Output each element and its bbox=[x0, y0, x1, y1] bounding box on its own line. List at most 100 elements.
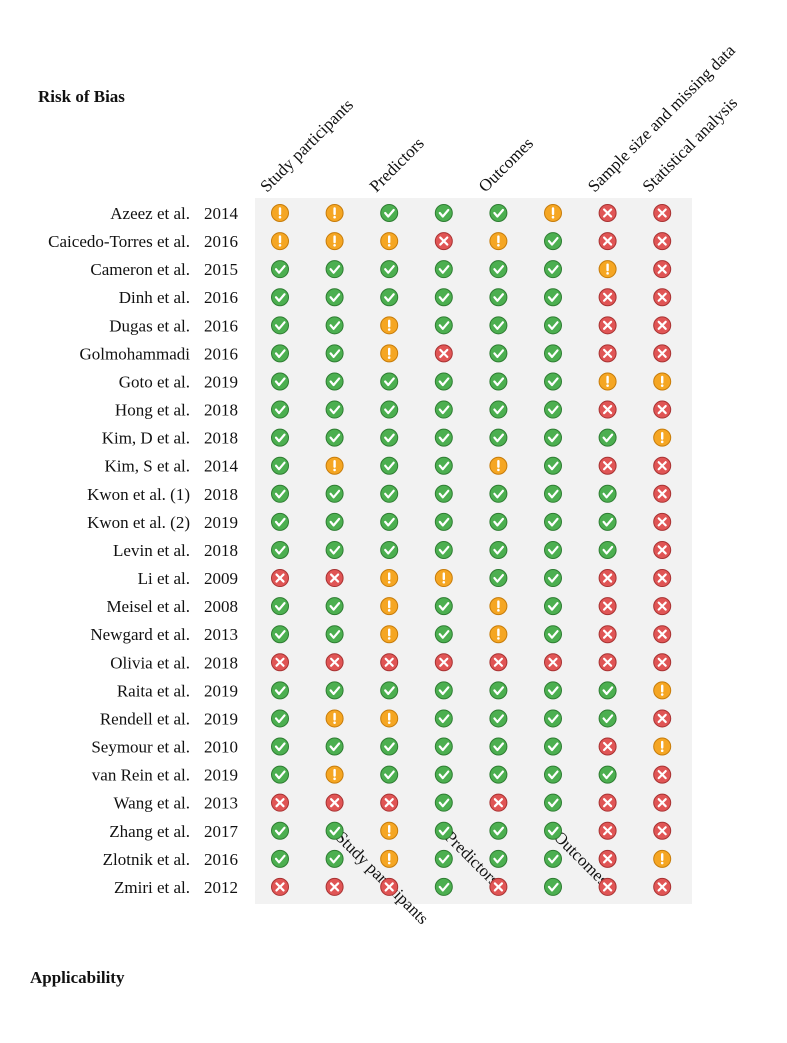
icon-circle bbox=[434, 260, 453, 279]
icon-check bbox=[438, 602, 450, 611]
icon-circle bbox=[271, 849, 289, 868]
icon-cross bbox=[657, 517, 667, 527]
icon-circle bbox=[434, 793, 453, 812]
icon-circle bbox=[598, 484, 617, 503]
rating-icon bbox=[489, 428, 508, 447]
rating-icon bbox=[489, 569, 508, 588]
icon-check bbox=[438, 405, 450, 415]
icon-circle bbox=[544, 625, 562, 644]
rating-icon bbox=[653, 877, 672, 896]
rating-icon bbox=[598, 456, 617, 475]
icon-circle bbox=[489, 849, 508, 868]
icon-check bbox=[329, 293, 341, 302]
icon-check bbox=[602, 545, 614, 555]
rating-icon bbox=[489, 400, 508, 419]
rating-icon bbox=[653, 709, 672, 728]
icon-cross bbox=[602, 208, 613, 218]
rating-icon bbox=[653, 540, 672, 559]
icon-check bbox=[493, 545, 504, 555]
icon-check bbox=[493, 854, 504, 864]
icon-cross bbox=[657, 348, 667, 358]
study-year: 2018 bbox=[204, 485, 238, 504]
icon-circle bbox=[544, 793, 562, 812]
icon-check bbox=[274, 686, 286, 695]
study-name: Goto et al. bbox=[119, 372, 190, 391]
study-year: 2010 bbox=[204, 738, 238, 757]
rating-icon bbox=[325, 456, 344, 475]
icon-check bbox=[384, 517, 395, 527]
icon-check bbox=[493, 405, 504, 415]
icon-cross bbox=[657, 208, 667, 218]
icon-circle bbox=[544, 849, 562, 868]
rating-icon bbox=[598, 316, 617, 335]
icon-circle bbox=[489, 400, 508, 419]
icon-circle bbox=[271, 709, 289, 728]
rating-icon bbox=[434, 288, 453, 307]
icon-check bbox=[547, 630, 559, 639]
icon-circle bbox=[489, 484, 508, 503]
study-name: van Rein et al. bbox=[92, 766, 190, 785]
study-name: Olivia et al. bbox=[110, 653, 190, 672]
column-label: Predictors bbox=[366, 134, 428, 196]
study-year: 2019 bbox=[204, 372, 238, 391]
icon-dot bbox=[660, 749, 664, 753]
study-year: 2018 bbox=[204, 541, 238, 560]
icon-circle bbox=[434, 597, 453, 616]
rating-icon bbox=[489, 709, 508, 728]
rating-icon bbox=[434, 877, 453, 896]
rating-icon bbox=[598, 484, 617, 503]
rating-icon bbox=[380, 288, 399, 307]
rating-icon bbox=[380, 232, 399, 251]
icon-cross bbox=[657, 236, 667, 246]
rating-icon bbox=[489, 737, 508, 756]
rating-icon bbox=[653, 260, 672, 279]
rating-icon bbox=[544, 316, 562, 335]
rating-icon bbox=[271, 204, 289, 222]
rating-icon bbox=[271, 456, 289, 475]
icon-circle bbox=[434, 372, 453, 391]
rating-icon bbox=[434, 821, 453, 840]
icon-check bbox=[438, 882, 450, 892]
column-label: Study participants bbox=[256, 95, 357, 196]
rating-icon bbox=[653, 400, 672, 419]
icon-circle bbox=[271, 372, 289, 391]
icon-check bbox=[547, 461, 559, 471]
icon-check bbox=[547, 265, 559, 274]
rating-icon bbox=[598, 569, 617, 588]
study-name: Dinh et al. bbox=[119, 288, 190, 307]
rating-icon bbox=[489, 793, 508, 812]
rating-icon bbox=[544, 456, 562, 475]
rating-icon bbox=[653, 765, 672, 784]
icon-check bbox=[547, 686, 559, 695]
icon-circle bbox=[271, 428, 289, 447]
rating-icon bbox=[434, 344, 453, 363]
rating-icon bbox=[544, 625, 562, 644]
rating-icon bbox=[271, 821, 289, 840]
icon-circle bbox=[380, 540, 399, 559]
icon-check bbox=[547, 602, 559, 611]
icon-cross bbox=[657, 264, 667, 274]
rating-icon bbox=[653, 372, 672, 391]
icon-circle bbox=[325, 597, 344, 616]
study-name: Levin et al. bbox=[113, 541, 190, 560]
rating-icon bbox=[489, 344, 508, 363]
icon-check bbox=[329, 489, 341, 499]
icon-cross bbox=[275, 882, 285, 892]
rating-icon bbox=[544, 204, 562, 222]
icon-circle bbox=[544, 232, 562, 251]
icon-circle bbox=[325, 372, 344, 391]
icon-cross bbox=[602, 348, 613, 358]
icon-circle bbox=[489, 681, 508, 700]
icon-check bbox=[438, 461, 450, 471]
rating-icon bbox=[325, 569, 344, 588]
icon-circle bbox=[271, 821, 289, 840]
icon-check bbox=[384, 208, 395, 218]
study-year: 2018 bbox=[204, 653, 238, 672]
rating-icon bbox=[325, 512, 344, 531]
study-name: Kwon et al. (1) bbox=[87, 485, 190, 504]
rating-icon bbox=[653, 821, 672, 840]
study-year: 2019 bbox=[204, 709, 238, 728]
study-year: 2018 bbox=[204, 401, 238, 420]
rating-icon bbox=[653, 232, 672, 251]
